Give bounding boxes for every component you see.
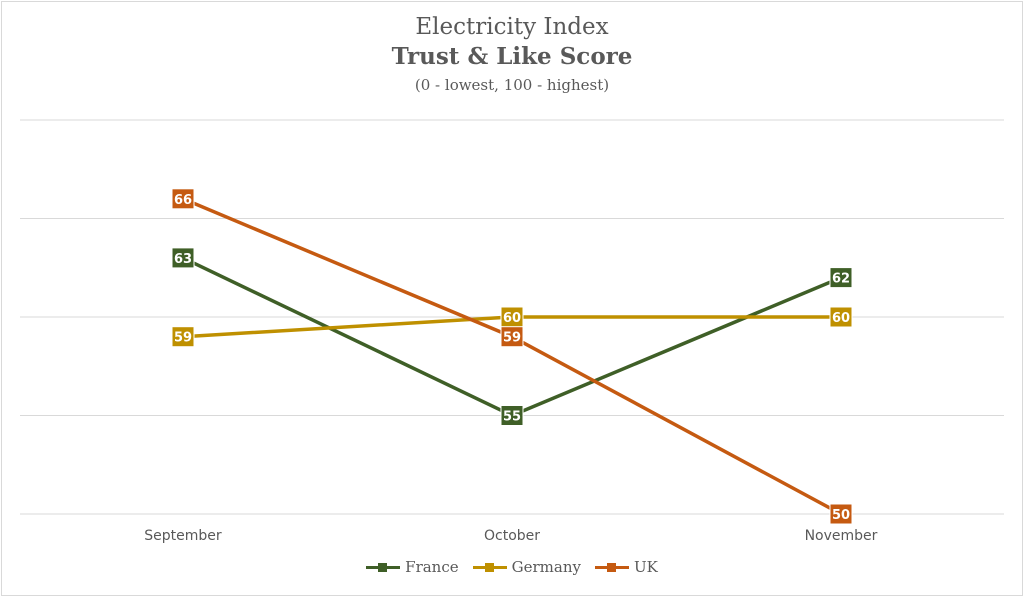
data-label-france: 63	[174, 252, 192, 267]
legend-item-uk: UK	[594, 558, 658, 576]
data-point-france	[171, 247, 195, 269]
data-point-germany	[829, 306, 853, 328]
data-label-france: 55	[503, 410, 521, 425]
legend-label-germany: Germany	[511, 558, 581, 576]
x-tick-label: October	[484, 528, 540, 544]
x-tick-label: September	[144, 528, 222, 544]
data-label-germany: 60	[832, 311, 850, 326]
x-tick-label: November	[805, 528, 878, 544]
legend: France Germany UK	[0, 558, 1024, 576]
data-point-uk	[829, 503, 853, 525]
data-label-france: 62	[832, 272, 850, 287]
data-label-uk: 50	[832, 508, 850, 523]
legend-swatch-uk	[594, 560, 629, 574]
legend-item-france: France	[366, 558, 459, 576]
chart-subtitle: (0 - lowest, 100 - highest)	[414, 76, 610, 94]
data-label-germany: 59	[174, 331, 192, 346]
data-point-germany	[171, 326, 195, 348]
chart-title: Electricity Index	[415, 14, 609, 40]
legend-label-france: France	[405, 558, 459, 576]
data-label-uk: 59	[503, 331, 521, 346]
legend-item-germany: Germany	[472, 558, 581, 576]
data-point-france	[500, 405, 524, 426]
chart-title-block: Electricity Index Trust & Like Score (0 …	[0, 12, 1024, 98]
data-label-germany: 60	[503, 311, 521, 326]
legend-label-uk: UK	[633, 558, 658, 576]
data-label-uk: 66	[174, 193, 192, 208]
data-point-uk	[171, 188, 195, 210]
chart-subtitle-bold: Trust & Like Score	[391, 43, 633, 70]
legend-swatch-germany	[472, 560, 507, 574]
legend-swatch-france	[366, 560, 401, 574]
series-line-uk	[182, 197, 842, 516]
data-point-uk	[500, 326, 524, 348]
data-point-france	[829, 267, 853, 289]
